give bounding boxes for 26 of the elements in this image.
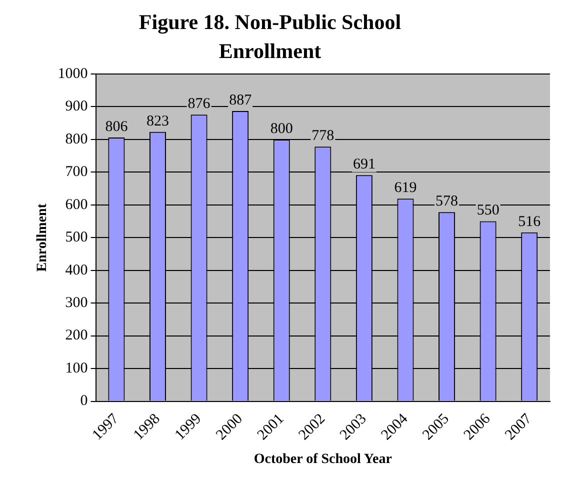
y-tick-label: 100 <box>65 360 88 376</box>
y-tick-label: 600 <box>65 196 88 213</box>
data-label: 550 <box>476 202 500 219</box>
y-axis-title: Enrollment <box>35 203 50 272</box>
x-axis-title: October of School Year <box>254 452 392 468</box>
y-tick-label: 400 <box>65 262 88 278</box>
data-label: 619 <box>394 180 417 196</box>
data-label: 578 <box>436 194 458 210</box>
y-tick-label: 200 <box>65 328 88 344</box>
data-label: 887 <box>229 92 252 108</box>
y-tick-label: 700 <box>65 164 88 180</box>
y-tick-label: 500 <box>65 230 88 246</box>
data-label: 823 <box>146 113 169 130</box>
data-label: 806 <box>105 118 128 135</box>
data-label: 691 <box>352 156 376 173</box>
y-tick-label: 0 <box>80 393 88 410</box>
y-tick-label: 1000 <box>58 66 88 82</box>
y-tick-label: 800 <box>65 131 88 148</box>
data-label: 876 <box>188 96 211 112</box>
chart-title: Figure 18. Non-Public School Enrollment <box>138 9 402 65</box>
x-tick-label: 2001 <box>254 410 288 444</box>
data-label: 516 <box>518 214 542 230</box>
data-label: 778 <box>312 128 334 144</box>
y-tick-label: 900 <box>65 98 88 115</box>
y-tick-label: 300 <box>65 295 88 312</box>
data-label: 800 <box>270 120 293 137</box>
